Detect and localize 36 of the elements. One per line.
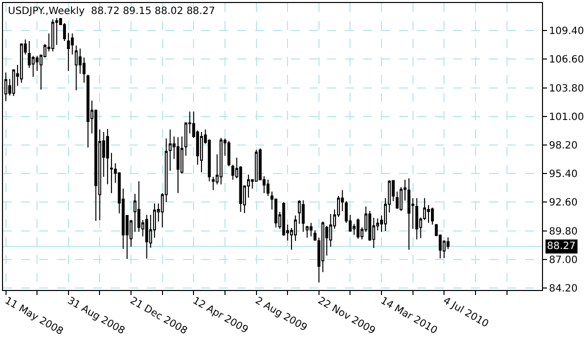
y-tick-label: 92.60: [549, 198, 578, 209]
y-tick-label: 103.80: [549, 83, 584, 94]
y-tick-label: 101.00: [549, 112, 584, 123]
candlestick: [86, 74, 90, 148]
candlestick: [110, 152, 113, 194]
candlestick: [137, 180, 140, 232]
candlestick: [407, 178, 410, 250]
candlestick: [415, 198, 418, 240]
x-tick-label: 12 Apr 2009: [190, 295, 250, 336]
candlestick: [356, 218, 360, 240]
y-tick-label: 109.40: [549, 26, 584, 38]
candlestick: [227, 140, 230, 167]
chart-title: USDJPY.,Weekly 88.72 89.15 88.02 88.27: [8, 6, 216, 17]
candlestick: [20, 43, 23, 84]
y-tick-label: 89.80: [549, 226, 578, 238]
candlestick: [106, 128, 110, 185]
candlestick: [430, 207, 434, 226]
candlestick: [176, 136, 180, 194]
candlestick: [12, 68, 16, 96]
candlestick: [310, 222, 313, 237]
candlestick: [282, 202, 286, 236]
y-tick-label: 87.00: [549, 254, 578, 266]
y-tick-label: 95.40: [549, 169, 578, 180]
y-tick-label: 106.60: [549, 54, 584, 66]
y-tick-label: 84.20: [549, 283, 578, 294]
y-tick-label: 98.20: [549, 140, 578, 152]
candlestick: [74, 44, 78, 91]
candlestick: [220, 137, 223, 185]
x-tick-label: 2 Aug 2009: [253, 295, 309, 334]
x-tick-label: 22 Nov 2009: [316, 295, 377, 337]
candlestick: [314, 230, 316, 242]
candlestick: [145, 214, 148, 260]
candlestick: [66, 32, 70, 72]
candlestick: [200, 132, 203, 173]
ref-line-label: 88.27: [547, 241, 576, 252]
candlestick: [266, 179, 270, 197]
